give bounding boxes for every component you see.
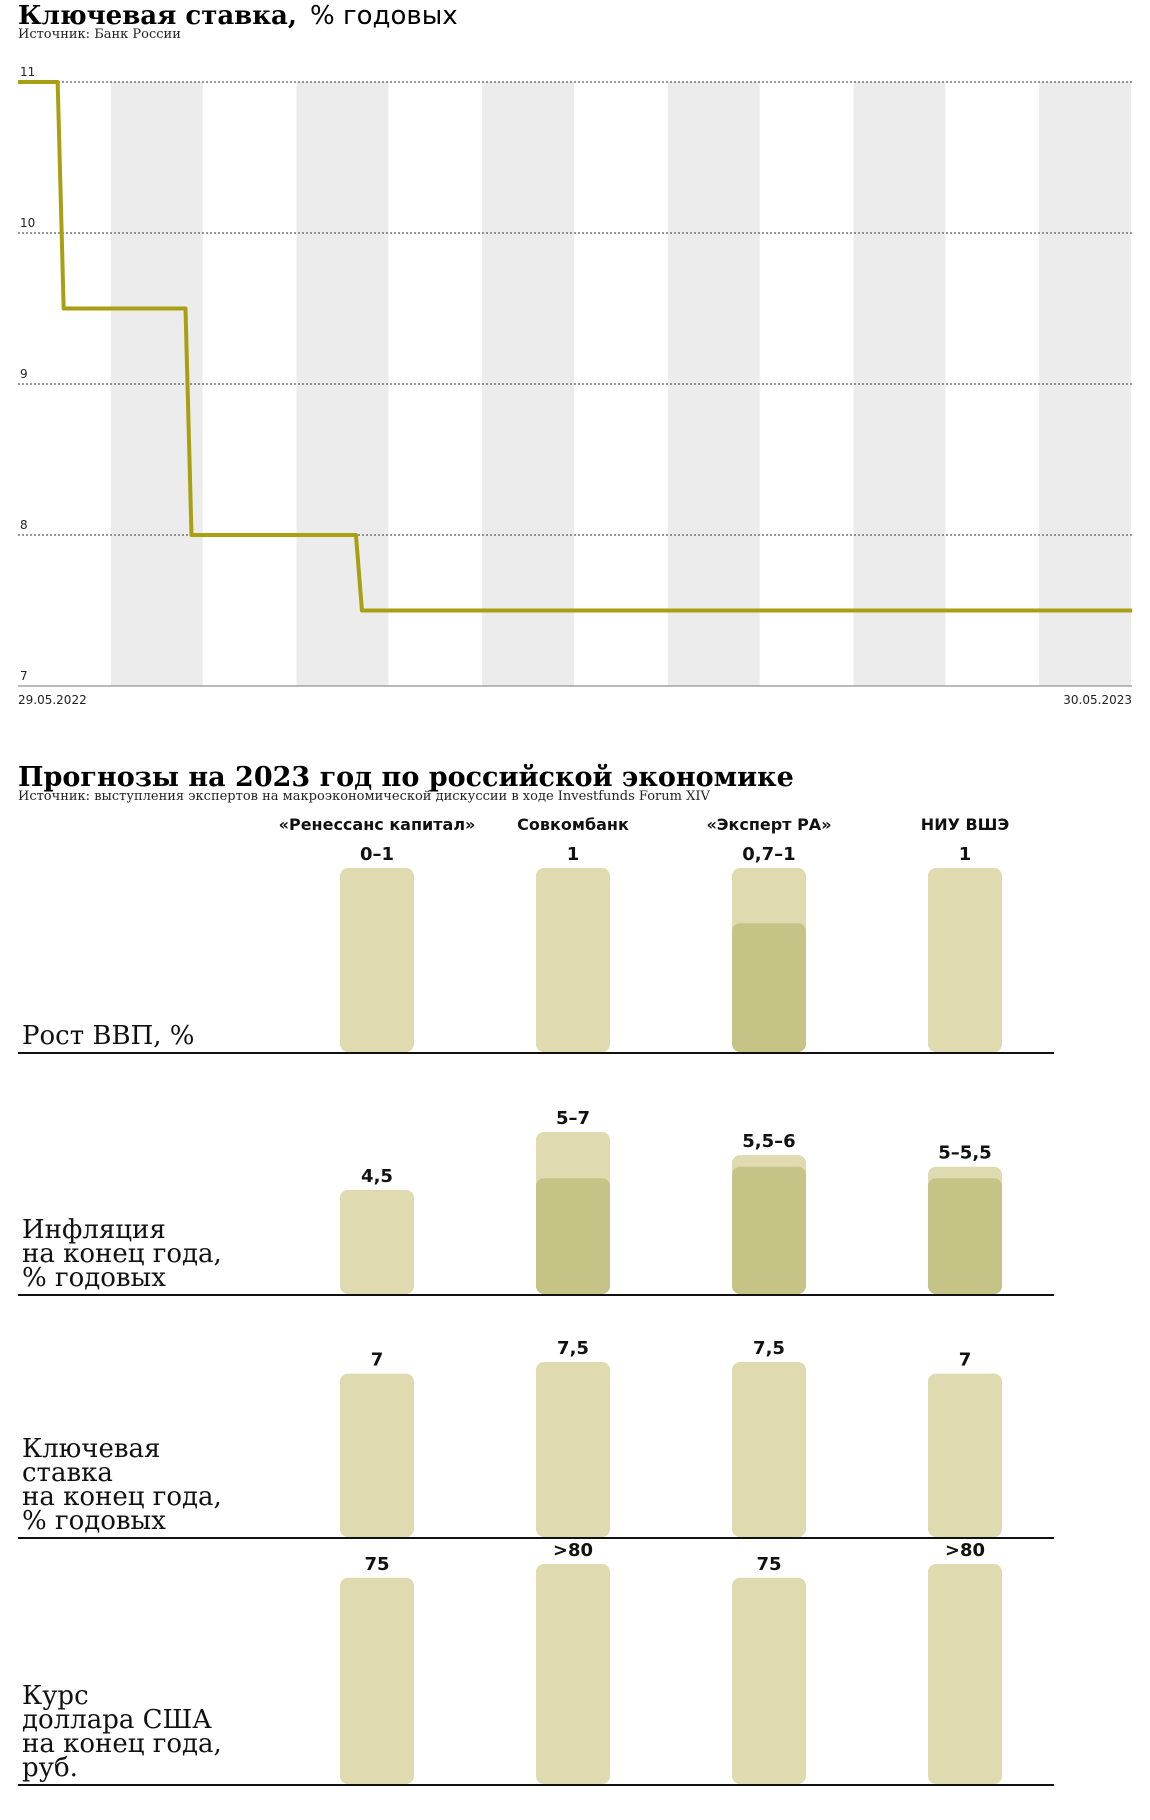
forecast-bar-lower <box>928 1178 1002 1294</box>
forecast-bar <box>732 1577 806 1784</box>
chart2-source: Источник: выступления экспертов на макро… <box>18 789 710 804</box>
row-label: Ключевая <box>22 1434 160 1464</box>
value-label: >80 <box>553 1540 593 1561</box>
value-label: 0–1 <box>360 844 394 865</box>
row-label: Рост ВВП, % <box>22 1021 194 1051</box>
value-label: 75 <box>756 1554 781 1575</box>
forecast-bar <box>340 1577 414 1784</box>
forecast-bar <box>340 868 414 1052</box>
column-header: НИУ ВШЭ <box>921 815 1009 834</box>
y-tick-label: 7 <box>20 669 28 683</box>
forecast-bar <box>536 1564 610 1784</box>
forecast-bar-lower <box>732 1166 806 1294</box>
forecast-bar <box>536 868 610 1052</box>
row-label: Инфляция <box>22 1215 166 1245</box>
column-header: «Ренессанс капитал» <box>279 815 476 834</box>
value-label: 7,5 <box>557 1338 589 1359</box>
chart2-title: Прогнозы на 2023 год по российской эконо… <box>18 762 794 793</box>
value-label: 1 <box>567 844 580 865</box>
forecast-bar <box>928 868 1002 1052</box>
value-label: >80 <box>945 1540 985 1561</box>
chart1-title-suffix: % годовых <box>310 1 458 31</box>
column-headers: «Ренессанс капитал» Совкомбанк «Эксперт РА… <box>279 815 1010 834</box>
row-label: руб. <box>22 1753 78 1783</box>
row-label: доллара США <box>22 1705 212 1735</box>
value-label: 7 <box>959 1350 972 1371</box>
column-header: «Эксперт РА» <box>706 815 831 834</box>
forecast-bar <box>928 1373 1002 1537</box>
row-label: на конец года, <box>22 1482 222 1512</box>
rate-line <box>18 80 1132 613</box>
row-label: ставка <box>22 1458 113 1488</box>
chart1-source: Источник: Банк России <box>18 27 181 42</box>
row-label: на конец года, <box>22 1729 222 1759</box>
forecast-bar <box>536 1362 610 1537</box>
value-label: 5–7 <box>556 1108 590 1129</box>
rate-series <box>18 80 1132 613</box>
forecast-bar <box>732 1362 806 1537</box>
svg-text:Ключевая ставка, % годовых: Ключевая ставка, % годовых <box>18 1 458 31</box>
value-label: 1 <box>959 844 972 865</box>
forecast-bar-lower <box>732 923 806 1052</box>
y-tick-label: 10 <box>20 216 35 230</box>
forecast-bar <box>928 1564 1002 1784</box>
value-label: 4,5 <box>361 1166 393 1187</box>
value-label: 0,7–1 <box>742 844 795 865</box>
x-end-label: 30.05.2023 <box>1063 693 1132 707</box>
chart1-title: Ключевая ставка, <box>18 1 297 31</box>
value-label: 75 <box>364 1554 389 1575</box>
value-label: 7 <box>371 1350 384 1371</box>
y-tick-label: 8 <box>20 518 28 532</box>
y-tick-label: 9 <box>20 367 28 381</box>
row-label: % годовых <box>22 1263 166 1293</box>
y-tick-label: 11 <box>20 65 35 79</box>
row-label: % годовых <box>22 1506 166 1536</box>
row-label: на конец года, <box>22 1239 222 1269</box>
forecast-bar <box>340 1189 414 1294</box>
x-start-label: 29.05.2022 <box>18 693 87 707</box>
forecast-bar-lower <box>536 1178 610 1294</box>
row-label: Курс <box>22 1681 89 1711</box>
key-rate-chart: Ключевая ставка, % годовых Источник: Бан… <box>18 1 1132 707</box>
forecast-bar <box>340 1373 414 1537</box>
y-axis-ticks: 11 10 9 8 7 <box>20 65 35 683</box>
value-label: 5–5,5 <box>938 1143 991 1164</box>
forecast-row: Рост ВВП, % 0–1 1 0,7–1 1 <box>18 844 1054 1054</box>
value-label: 5,5–6 <box>742 1131 795 1152</box>
value-label: 7,5 <box>753 1338 785 1359</box>
column-header: Совкомбанк <box>517 815 629 834</box>
